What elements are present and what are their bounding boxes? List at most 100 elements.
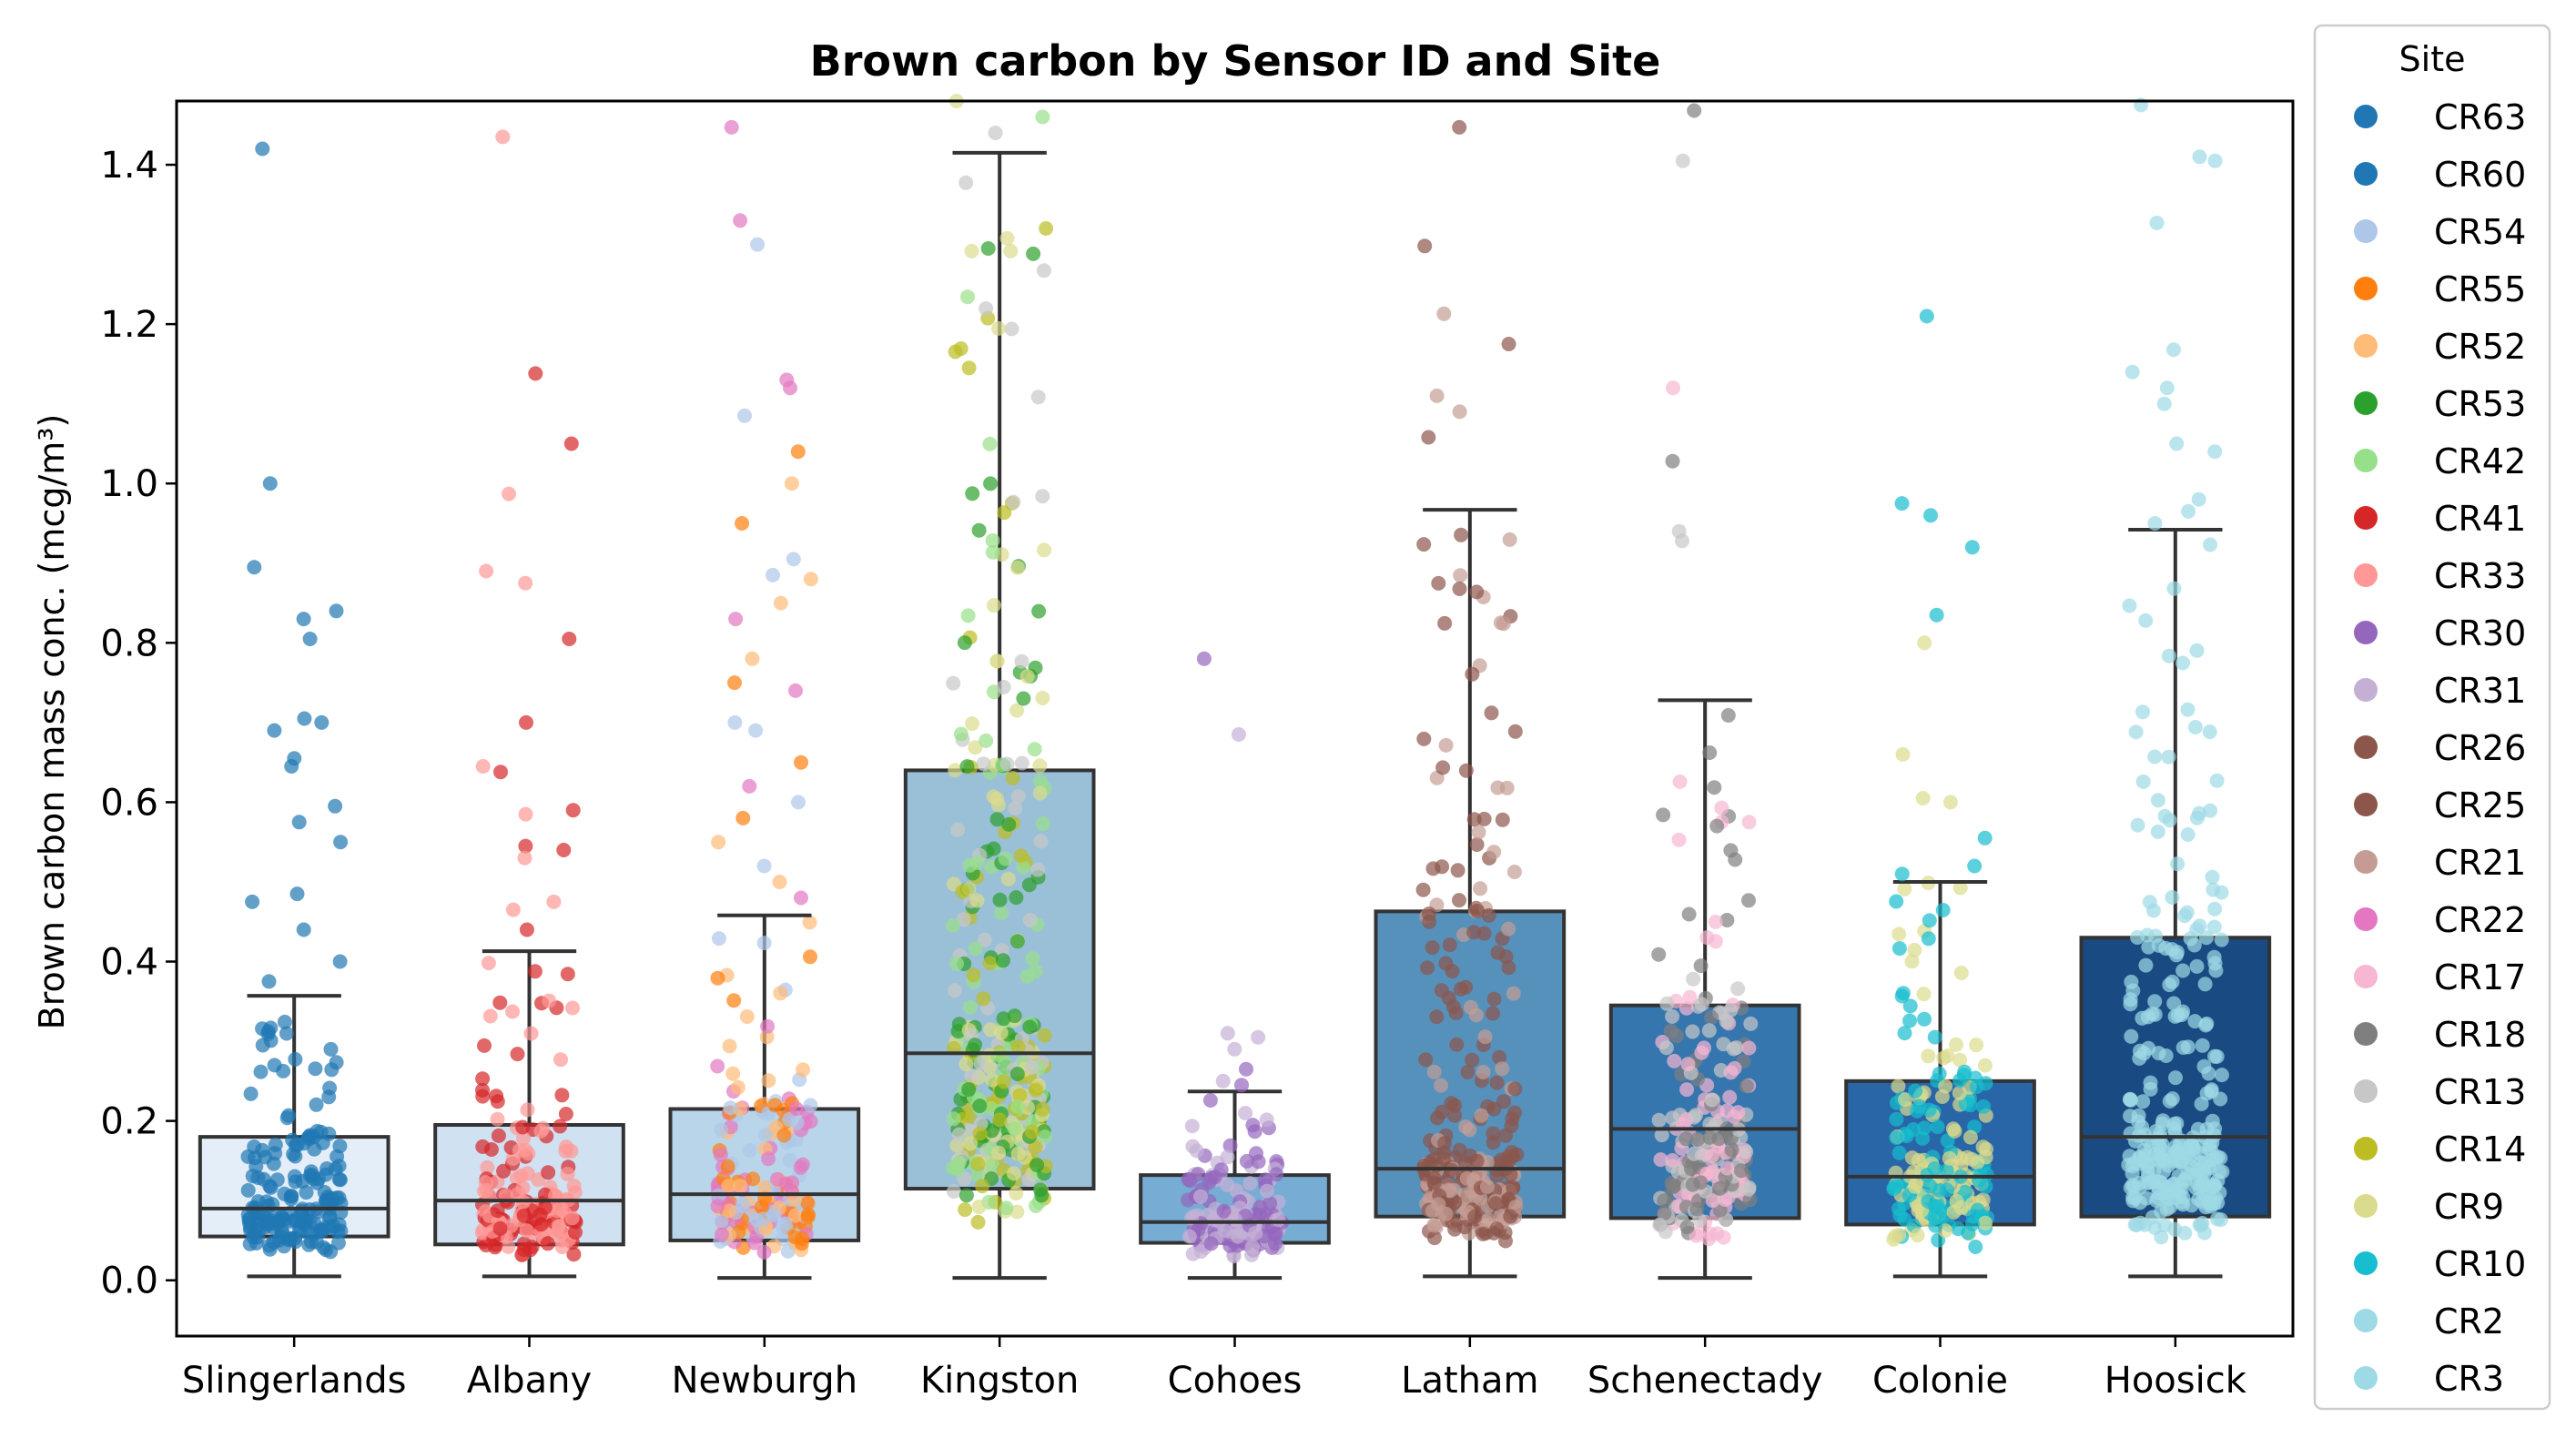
data-point [2150,793,2165,808]
data-point [1458,763,1474,778]
data-point [996,1074,1011,1089]
data-point [948,983,962,998]
data-point [1035,691,1050,705]
data-point [1435,859,1450,875]
data-point [2147,994,2163,1009]
data-point [1730,1105,1746,1120]
data-point [756,1211,771,1227]
data-point [558,1107,573,1121]
outlier-point [333,835,349,850]
outlier-point [1666,380,1680,396]
data-point [739,1009,755,1024]
data-point [1457,1220,1472,1235]
legend-marker [2354,678,2378,702]
data-point [277,1014,292,1029]
data-point [1010,789,1026,804]
data-point [2165,974,2180,989]
outlier-point [1215,1073,1231,1089]
data-point [1426,1064,1442,1079]
data-point [2208,963,2224,978]
data-point [800,1196,816,1210]
plot-frame [175,99,2295,1338]
outlier-point [2156,396,2172,411]
data-point [789,1101,805,1117]
outlier-point [528,366,543,381]
data-point [1921,931,1936,947]
data-point [1921,1194,1936,1209]
data-point [1663,1023,1678,1038]
data-point [1977,1058,1993,1073]
chart-title: Brown carbon by Sensor ID and Site [810,36,1661,86]
data-point [1447,1108,1462,1123]
data-point [265,1220,280,1235]
data-point [1454,527,1469,542]
outlier-point [756,858,772,874]
data-point [1445,964,1460,979]
outlier-point [728,612,744,627]
outlier-point [563,436,579,451]
data-point [2157,808,2173,824]
data-point [992,1112,1008,1128]
data-point [2209,1048,2225,1064]
data-point [2205,869,2220,885]
outlier-point [794,754,808,770]
data-point [1416,537,1432,552]
data-point [1939,1163,1954,1179]
data-point [2140,1170,2155,1185]
data-point [1028,1140,1043,1155]
x-tick-label: Newburgh [672,1360,857,1402]
outlier-point [562,632,577,646]
data-point [996,1011,1011,1027]
data-point [1435,760,1451,775]
data-point [972,1099,988,1114]
data-point [1709,818,1725,834]
data-point [565,1000,580,1016]
outlier-point [1251,1029,1266,1045]
data-point [1032,758,1048,774]
outlier-point [1915,791,1931,805]
data-point [1427,1218,1443,1233]
data-point [1437,615,1453,631]
data-point [2135,774,2151,789]
data-point [1962,1129,1978,1145]
data-point [747,1235,762,1251]
box-group [2079,528,2272,1279]
data-point [1035,489,1050,504]
outlier-point [1234,1078,1249,1093]
data-point [1723,843,1739,858]
box-group [1374,508,1567,1279]
data-point [1665,1110,1680,1126]
data-point [1898,1092,1913,1108]
data-point [972,1126,988,1141]
data-point [1486,1126,1501,1141]
data-point [960,289,975,305]
data-point [1969,1038,1984,1053]
data-point [948,957,964,971]
data-point [2180,827,2196,842]
outlier-point [733,213,748,228]
data-point [760,1018,776,1034]
data-point [721,1179,736,1193]
data-point [999,230,1015,246]
data-point [2189,643,2205,658]
legend-marker [2354,162,2378,186]
data-point [1978,1149,1993,1165]
data-point [956,912,971,927]
data-point [240,1182,256,1198]
legend-marker [2354,1251,2378,1275]
x-tick-label: Albany [467,1360,592,1402]
outlier-point [1675,533,1689,549]
data-point [1470,904,1486,918]
data-point [1445,999,1461,1014]
data-point [1694,997,1709,1012]
data-point [1495,1061,1510,1077]
data-point [2132,1149,2147,1165]
data-point [2210,1211,2225,1227]
data-point [1242,1176,1258,1191]
data-point [475,1089,491,1104]
outlier-point [518,838,533,854]
data-point [976,756,991,772]
data-point [1723,1002,1739,1018]
data-point [1037,1028,1052,1043]
data-point [761,1151,776,1167]
